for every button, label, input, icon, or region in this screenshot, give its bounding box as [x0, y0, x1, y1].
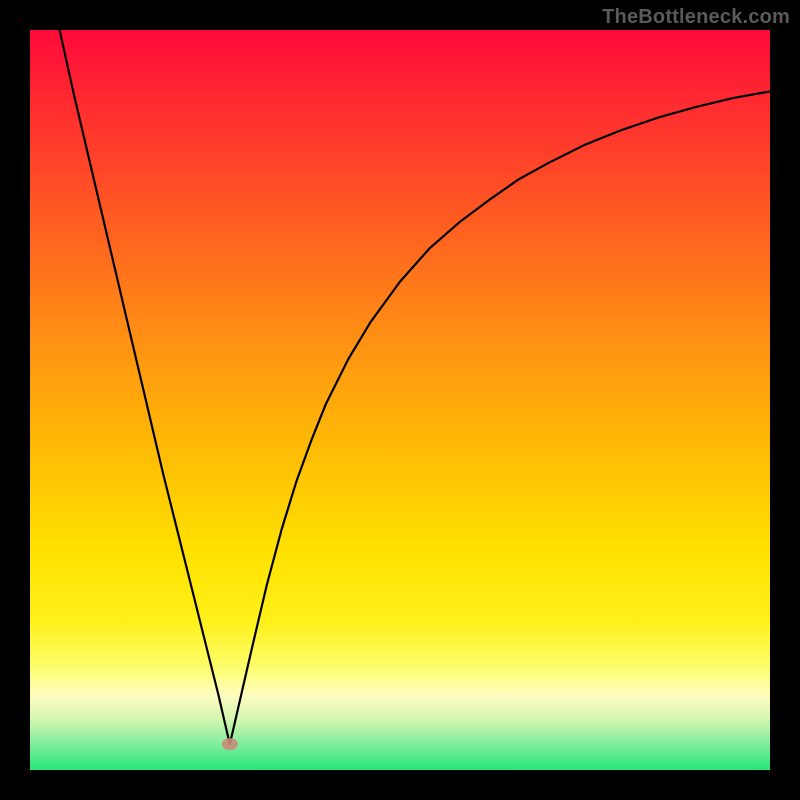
watermark-text: TheBottleneck.com — [602, 6, 790, 29]
chart-container: TheBottleneck.com — [0, 0, 800, 800]
plot-svg — [30, 30, 770, 770]
gradient-background — [30, 30, 770, 770]
plot-area — [30, 30, 770, 770]
curve-minimum-marker — [222, 738, 238, 750]
